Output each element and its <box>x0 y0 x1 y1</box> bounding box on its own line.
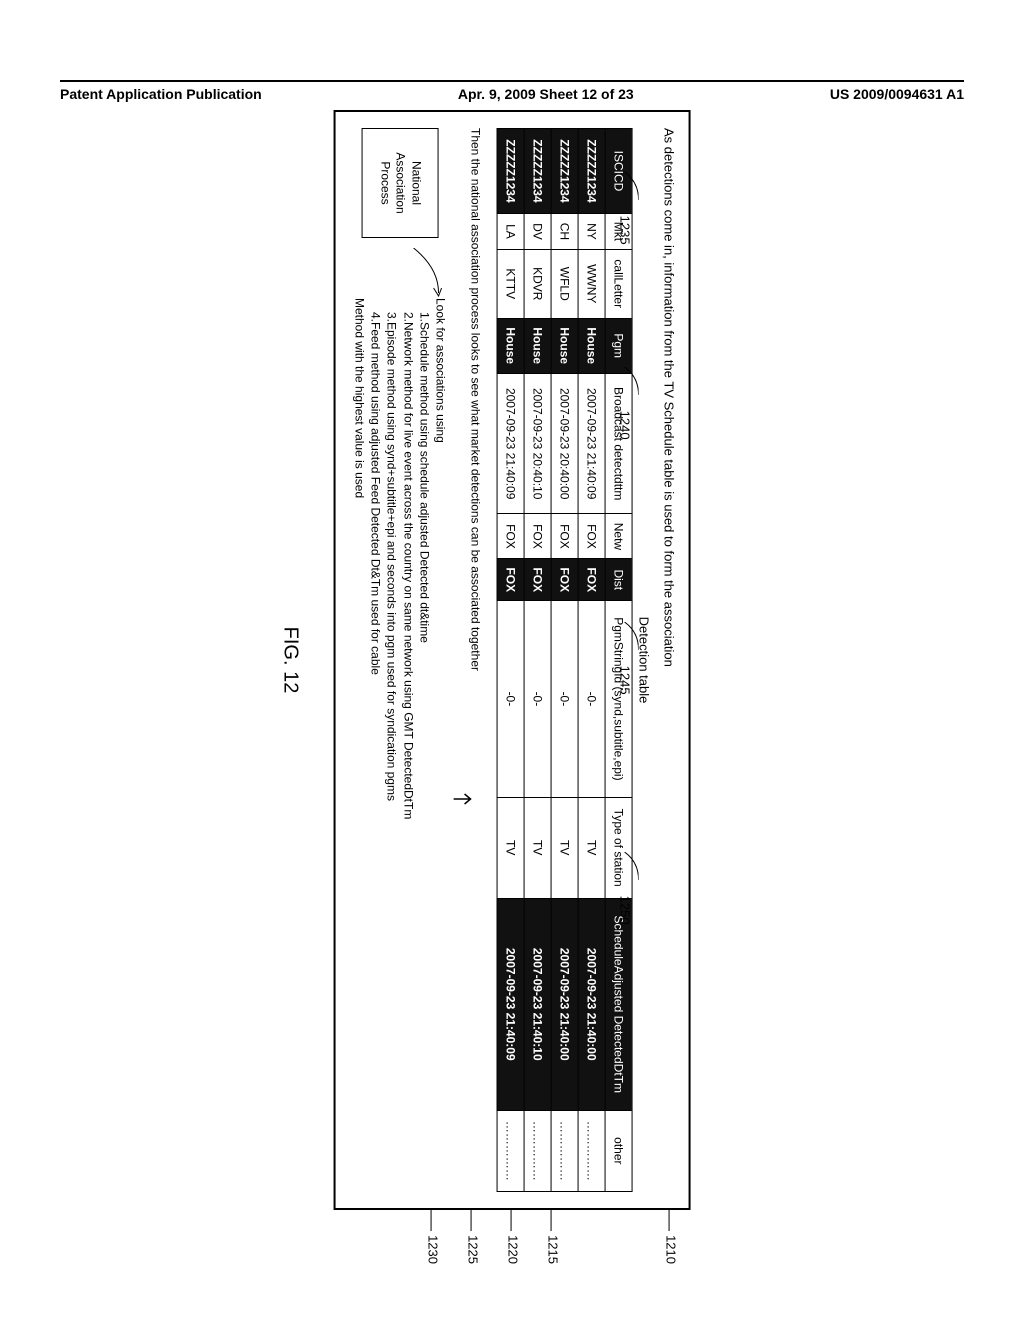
table-cell: 2007-09-23 20:40:00 <box>551 373 578 514</box>
method-item: 3.Episode method using synd+subtitle+epi… <box>384 312 400 819</box>
table-cell: FOX <box>524 559 551 601</box>
table-row: ZZZZZ1234DVKDVRHouse2007-09-23 20:40:10F… <box>524 129 551 1192</box>
callout-1225: 1225 <box>466 1209 481 1264</box>
table-cell: LA <box>497 213 524 249</box>
col-pgm: Pgm <box>605 318 632 373</box>
header-center: Apr. 9, 2009 Sheet 12 of 23 <box>458 86 634 102</box>
table-cell: …………… <box>497 1110 524 1191</box>
callout-1250: 1250 <box>618 852 639 925</box>
header-right: US 2009/0094631 A1 <box>830 86 964 102</box>
main-caption: As detections come in, information from … <box>662 128 677 1192</box>
table-cell: KTTV <box>497 249 524 318</box>
table-cell: FOX <box>551 514 578 559</box>
table-row: ZZZZZ1234CHWFLDHouse2007-09-23 20:40:00F… <box>551 129 578 1192</box>
col-dist: Dist <box>605 559 632 601</box>
table-cell: WFLD <box>551 249 578 318</box>
table-row: ZZZZZ1234NYWWNYHouse2007-09-23 21:40:09F… <box>578 129 605 1192</box>
table-cell: NY <box>578 213 605 249</box>
callout-label: 1230 <box>426 1235 441 1264</box>
table-cell: House <box>524 318 551 373</box>
detection-table-label: Detection table <box>637 128 652 1192</box>
method-note: Method with the highest value is used <box>351 298 367 819</box>
col-callletter: callLetter <box>605 249 632 318</box>
callout-line-icon <box>621 172 639 212</box>
table-cell: 2007-09-23 21:40:00 <box>551 898 578 1110</box>
callout-1215: 1215 <box>546 1209 561 1264</box>
figure-container: As detections come in, information from … <box>333 110 690 1210</box>
table-cell: ZZZZZ1234 <box>497 129 524 214</box>
method-item: 4.Feed method using adjusted Feed Detect… <box>368 312 384 819</box>
table-cell: …………… <box>524 1110 551 1191</box>
table-cell: …………… <box>578 1110 605 1191</box>
table-cell: House <box>551 318 578 373</box>
figure-border: As detections come in, information from … <box>333 110 690 1210</box>
callout-label: 1250 <box>618 896 633 925</box>
methods-text: Look for associations using 1.Schedule m… <box>351 298 448 819</box>
table-cell: 2007-09-23 21:40:10 <box>524 898 551 1110</box>
figure-label: FIG. 12 <box>278 627 301 694</box>
table-cell: ZZZZZ1234 <box>524 129 551 214</box>
table-cell: TV <box>497 797 524 898</box>
table-cell: FOX <box>578 514 605 559</box>
table-cell: FOX <box>578 559 605 601</box>
table-cell: TV <box>551 797 578 898</box>
table-cell: DV <box>524 213 551 249</box>
table-cell: …………… <box>551 1110 578 1191</box>
association-caption: Then the national association process lo… <box>469 128 483 1192</box>
table-cell: 2007-09-23 20:40:10 <box>524 373 551 514</box>
callout-1235: 1235 <box>618 172 639 245</box>
col-other: other <box>605 1110 632 1191</box>
table-cell: House <box>497 318 524 373</box>
table-cell: CH <box>551 213 578 249</box>
method-item: 2.Network method for live event across t… <box>400 312 416 819</box>
table-cell: 2007-09-23 21:40:09 <box>497 373 524 514</box>
callout-1210: 1210 <box>664 1209 679 1264</box>
table-cell: FOX <box>497 559 524 601</box>
table-cell: ZZZZZ1234 <box>578 129 605 214</box>
callout-label: 1245 <box>618 666 633 695</box>
callout-label: 1225 <box>466 1235 481 1264</box>
col-netw: Netw <box>605 514 632 559</box>
table-cell: -0- <box>551 601 578 797</box>
callout-label: 1240 <box>618 411 633 440</box>
arrow-up-icon <box>449 791 474 807</box>
table-cell: -0- <box>497 601 524 797</box>
callout-1220: 1220 <box>506 1209 521 1264</box>
callout-label: 1210 <box>664 1235 679 1264</box>
callout-label: 1215 <box>546 1235 561 1264</box>
page-header: Patent Application Publication Apr. 9, 2… <box>60 80 964 102</box>
callout-label: 1235 <box>618 216 633 245</box>
table-cell: FOX <box>524 514 551 559</box>
table-cell: 2007-09-23 21:40:09 <box>578 373 605 514</box>
table-cell: 2007-09-23 21:40:09 <box>497 898 524 1110</box>
callout-line-icon <box>621 622 639 662</box>
table-cell: -0- <box>578 601 605 797</box>
table-cell: TV <box>524 797 551 898</box>
callout-line-icon <box>621 852 639 892</box>
table-cell: TV <box>578 797 605 898</box>
table-cell: -0- <box>524 601 551 797</box>
table-cell: 2007-09-23 21:40:00 <box>578 898 605 1110</box>
callout-1240: 1240 <box>618 367 639 440</box>
header-left: Patent Application Publication <box>60 86 262 102</box>
detection-table: ISCICD Mkt callLetter Pgm Broadcast dete… <box>497 128 633 1192</box>
methods-block: National Association Process Look for as… <box>351 128 448 1192</box>
table-row: ZZZZZ1234LAKTTVHouse2007-09-23 21:40:09F… <box>497 129 524 1192</box>
method-item: 1.Schedule method using schedule adjuste… <box>416 312 432 819</box>
table-cell: House <box>578 318 605 373</box>
table-cell: FOX <box>497 514 524 559</box>
table-cell: ZZZZZ1234 <box>551 129 578 214</box>
callout-1245: 1245 <box>618 622 639 695</box>
callout-line-icon <box>621 367 639 407</box>
table-cell: WWNY <box>578 249 605 318</box>
callout-label: 1220 <box>506 1235 521 1264</box>
national-association-process-box: National Association Process <box>362 128 439 238</box>
callout-1230: 1230 <box>426 1209 441 1264</box>
arrow-icon <box>384 248 444 298</box>
table-cell: KDVR <box>524 249 551 318</box>
methods-title: Look for associations using <box>432 298 448 819</box>
table-body: ZZZZZ1234NYWWNYHouse2007-09-23 21:40:09F… <box>497 129 605 1192</box>
table-cell: FOX <box>551 559 578 601</box>
col-sched: ScheduleAdjusted DetectedDtTm <box>605 898 632 1110</box>
